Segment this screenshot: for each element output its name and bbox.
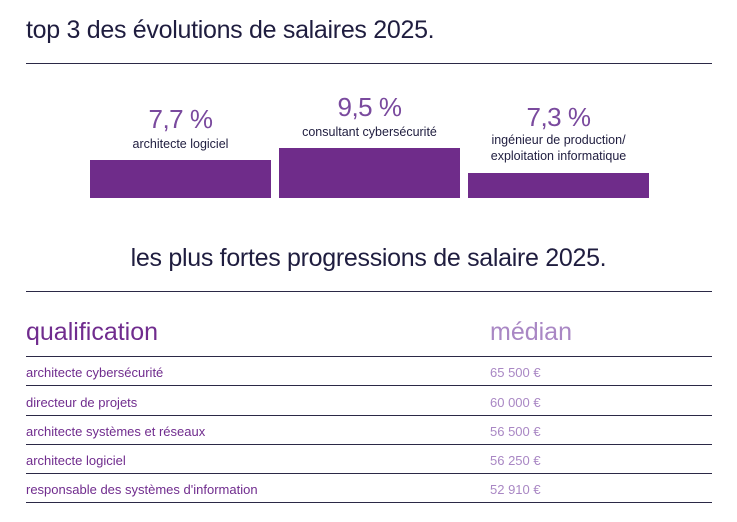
median-cell: 56 250 € xyxy=(490,453,541,468)
divider xyxy=(26,291,712,292)
table-row: directeur de projets 60 000 € xyxy=(26,387,712,416)
podium-bar xyxy=(279,148,460,198)
median-cell: 60 000 € xyxy=(490,395,541,410)
column-header-qualification: qualification xyxy=(26,318,159,346)
podium-value: 7,3 % xyxy=(526,102,592,132)
podium-label: consultant cybersécurité xyxy=(302,125,437,139)
column-header-median: médian xyxy=(490,318,572,346)
median-cell: 65 500 € xyxy=(490,365,541,380)
podium-label: architecte logiciel xyxy=(132,137,229,151)
podium-item-1: 7,7 % architecte logiciel xyxy=(90,100,271,198)
table-header-divider xyxy=(26,356,712,357)
median-cell: 56 500 € xyxy=(490,424,541,439)
qualification-cell: directeur de projets xyxy=(26,395,138,410)
podium-value: 9,5 % xyxy=(337,92,403,122)
podium-bar xyxy=(90,160,271,198)
qualification-cell: architecte logiciel xyxy=(26,453,126,468)
table-row: responsable des systèmes d'information 5… xyxy=(26,474,712,503)
podium-bar xyxy=(468,173,649,198)
podium-item-2: 9,5 % consultant cybersécurité xyxy=(279,90,460,198)
divider xyxy=(26,63,712,64)
section-title-progressions: les plus fortes progressions de salaire … xyxy=(130,244,607,272)
podium-label-line-2: exploitation informatique xyxy=(490,149,627,163)
qualification-cell: responsable des systèmes d'information xyxy=(26,482,258,497)
table-row: architecte systèmes et réseaux 56 500 € xyxy=(26,416,712,445)
median-cell: 52 910 € xyxy=(490,482,541,497)
table-row: architecte cybersécurité 65 500 € xyxy=(26,357,712,386)
podium-label-line-1: ingénieur de production/ xyxy=(491,133,626,147)
podium-item-3: 7,3 % ingénieur de production/ exploitat… xyxy=(468,100,649,198)
qualification-cell: architecte systèmes et réseaux xyxy=(26,424,206,439)
qualification-cell: architecte cybersécurité xyxy=(26,365,164,380)
podium-value: 7,7 % xyxy=(148,104,214,134)
table-row: architecte logiciel 56 250 € xyxy=(26,445,712,474)
section-title-top3: top 3 des évolutions de salaires 2025. xyxy=(26,16,435,44)
